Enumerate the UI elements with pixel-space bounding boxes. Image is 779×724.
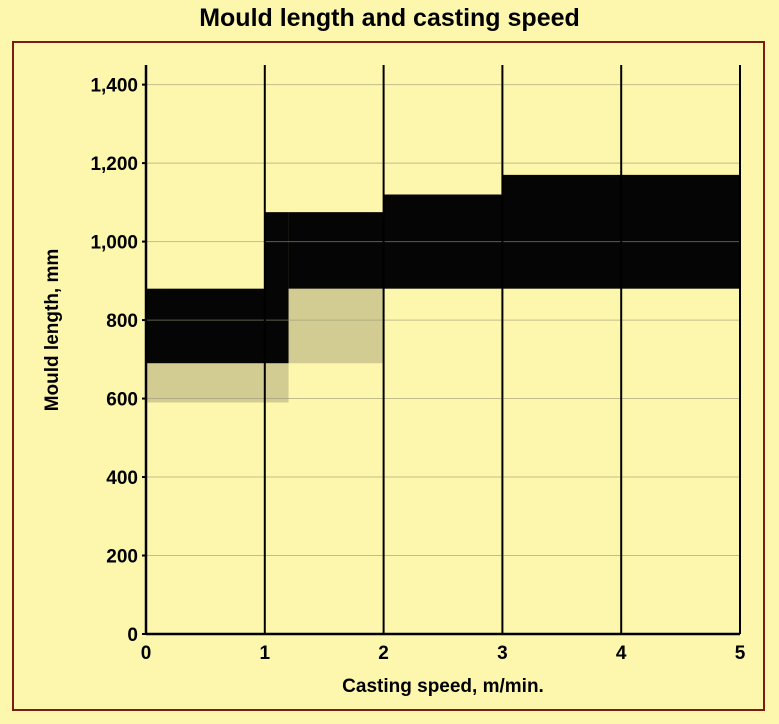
grid-layer	[146, 65, 740, 634]
x-tick-label-2: 2	[378, 643, 389, 664]
y-tick-label-1400: 1,400	[90, 76, 138, 97]
y-tick-label-400: 400	[106, 468, 138, 489]
bands-layer	[146, 174, 740, 403]
y-tick-label-0: 0	[127, 625, 138, 646]
y-axis-label: Mould length, mm	[42, 249, 63, 412]
chart-frame	[12, 41, 765, 711]
x-tick-label-5: 5	[735, 643, 746, 664]
chart-title: Mould length and casting speed	[199, 4, 580, 32]
x-tick-label-0: 0	[141, 643, 152, 664]
x-tick-label-3: 3	[497, 643, 508, 664]
y-tick-label-200: 200	[106, 547, 138, 568]
y-tick-label-800: 800	[106, 311, 138, 332]
band-light-1	[288, 288, 384, 364]
ticks-layer: 0 200 400 600 800 1,000 1,200 1,400 0 1 2 3 4 5	[90, 76, 745, 664]
x-tick-label-1: 1	[260, 643, 271, 664]
band-dark-4	[288, 212, 384, 289]
y-tick-label-1000: 1,000	[90, 233, 138, 254]
axes-layer	[144, 65, 741, 636]
x-axis-label: Casting speed, m/min.	[342, 676, 544, 697]
band-dark-3	[264, 212, 289, 364]
y-tick-label-600: 600	[106, 390, 138, 411]
band-light-0	[146, 363, 289, 403]
y-tick-label-1200: 1,200	[90, 154, 138, 175]
band-dark-2	[146, 288, 265, 364]
x-tick-label-4: 4	[616, 643, 627, 664]
